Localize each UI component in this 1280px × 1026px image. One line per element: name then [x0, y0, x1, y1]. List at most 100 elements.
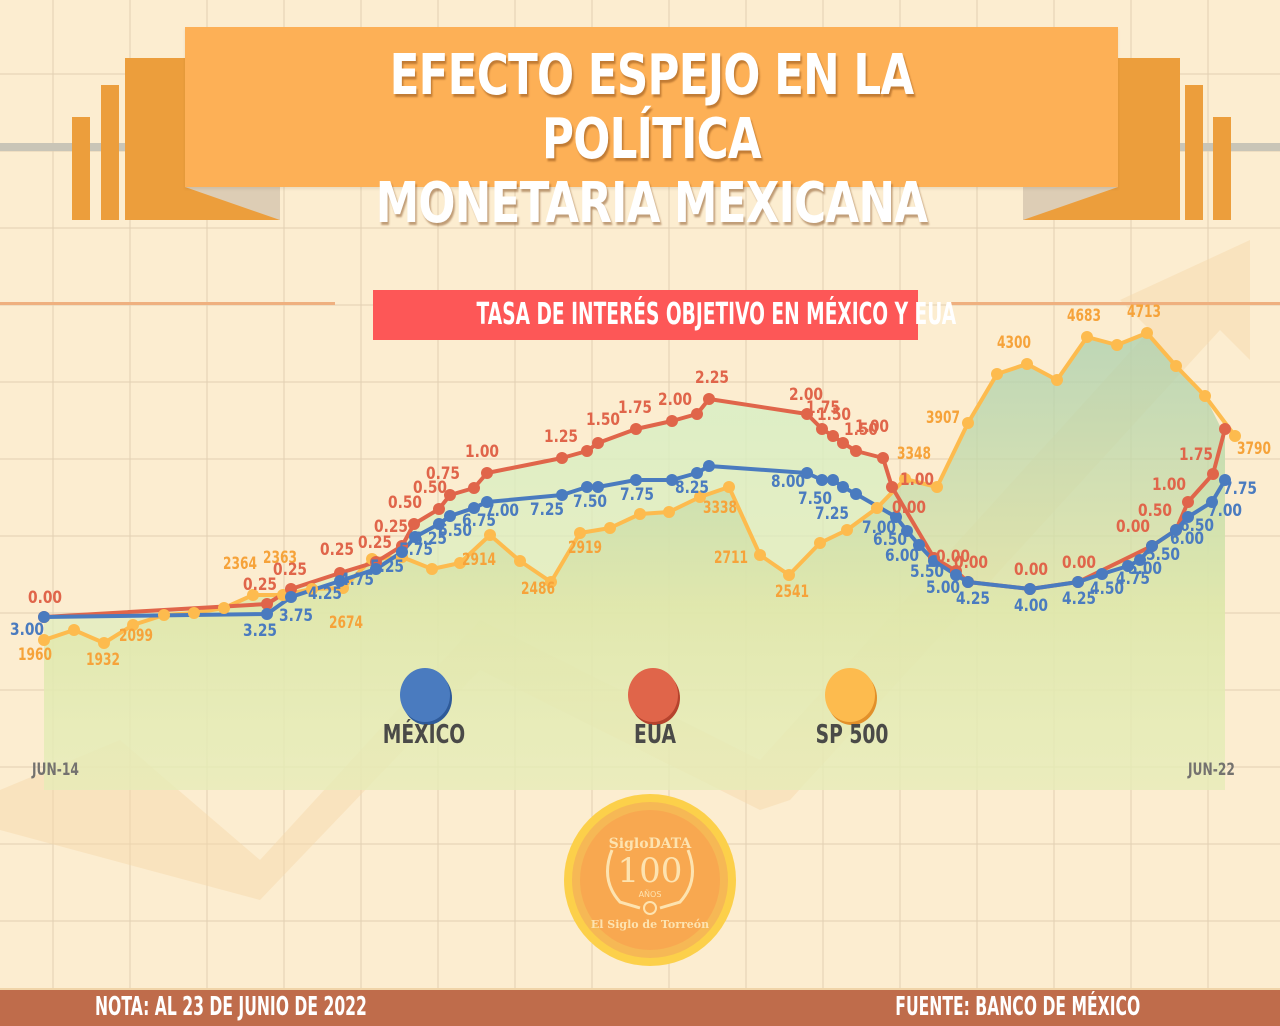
eua-data-label: 1.00 — [855, 417, 889, 437]
mexico-point — [1170, 524, 1182, 536]
sp500-data-label: 4300 — [997, 333, 1031, 353]
chart-labels: 1960 1932 2099 2364 2363 2674 2914 2486 2919 3338… — [10, 302, 1271, 670]
mexico-point — [433, 518, 445, 530]
eua-point — [630, 423, 642, 435]
sp500-data-label: 1960 — [18, 645, 52, 665]
sp500-point — [604, 522, 616, 534]
sp500-point — [899, 473, 911, 485]
decor-line-left — [0, 302, 335, 305]
mexico-point — [666, 474, 678, 486]
eua-point — [801, 408, 813, 420]
mexico-data-label: 8.00 — [771, 472, 805, 492]
mexico-data-label: 4.25 — [956, 589, 990, 609]
sp500-data-label: 1932 — [86, 650, 120, 670]
chart-points — [38, 327, 1241, 649]
legend-dot-mexico — [400, 668, 450, 722]
sp500-area — [44, 333, 1225, 790]
eua-data-label: 0.00 — [1014, 560, 1048, 580]
mexico-data-label: 7.75 — [620, 485, 654, 505]
eua-data-label: 0.00 — [28, 588, 62, 608]
sp500-point — [188, 607, 200, 619]
eua-data-label: 0.00 — [1062, 553, 1096, 573]
legend-label-mexico: MÉXICO — [382, 720, 466, 750]
mexico-point — [913, 539, 925, 551]
sp500-point — [68, 624, 80, 636]
mexico-point — [261, 608, 273, 620]
mexico-point — [703, 460, 715, 472]
eua-data-label: 1.50 — [817, 405, 851, 425]
sp500-point — [1021, 358, 1033, 370]
sp500-data-label: 2711 — [714, 548, 748, 568]
mexico-data-label: 6.50 — [873, 530, 907, 550]
eua-data-label: 0.50 — [388, 493, 422, 513]
eua-point — [877, 452, 889, 464]
mexico-point — [1072, 576, 1084, 588]
x-axis-start-label: JUN-14 — [32, 760, 79, 780]
footer-source: FUENTE: BANCO DE MÉXICO — [895, 992, 1140, 1022]
title-line-1: EFECTO ESPEJO EN LA POLÍTICA — [389, 43, 915, 172]
mexico-data-label: 4.75 — [340, 570, 374, 590]
mexico-data-label: 7.75 — [1223, 479, 1257, 499]
mexico-data-label: 3.25 — [243, 621, 277, 641]
sp500-point — [962, 417, 974, 429]
decor-bar-gray-left — [0, 143, 185, 151]
eua-point — [1207, 468, 1219, 480]
sp500-point — [931, 481, 943, 493]
mexico-data-label: 4.25 — [1062, 589, 1096, 609]
eua-data-label: 1.00 — [465, 442, 499, 462]
mexico-point — [1134, 554, 1146, 566]
mexico-point — [468, 502, 480, 514]
sp500-point — [1199, 390, 1211, 402]
x-axis-end-label: JUN-22 — [1188, 760, 1235, 780]
eua-point — [592, 437, 604, 449]
eua-data-label: 0.00 — [936, 547, 970, 567]
mexico-data-label: 6.50 — [438, 521, 472, 541]
mexico-point — [962, 576, 974, 588]
mexico-point — [1146, 540, 1158, 552]
ribbon-fold-right-dark — [1023, 187, 1118, 220]
sp500-point — [454, 557, 466, 569]
sp500-point — [158, 609, 170, 621]
sp500-data-label: 3907 — [926, 408, 960, 428]
logo-years: AÑOS — [639, 889, 662, 899]
mexico-point — [850, 488, 862, 500]
decor-bar-left-3 — [125, 58, 190, 220]
chart-title: TASA DE INTERÉS OBJETIVO EN MÉXICO Y EUA — [476, 297, 957, 332]
eua-point — [816, 423, 828, 435]
eua-data-label: 1.50 — [586, 410, 620, 430]
eua-data-label: 0.25 — [320, 540, 354, 560]
mexico-point — [481, 496, 493, 508]
sp500-point — [694, 491, 706, 503]
mexico-data-label: 7.50 — [798, 489, 832, 509]
page-title: EFECTO ESPEJO EN LA POLÍTICA MONETARIA M… — [288, 44, 1016, 236]
eua-point — [261, 598, 273, 610]
mexico-point — [928, 555, 940, 567]
mexico-data-label: 3.75 — [279, 606, 313, 626]
sp500-point — [484, 529, 496, 541]
sp500-point — [218, 602, 230, 614]
mexico-data-label: 4.75 — [1116, 569, 1150, 589]
decor-bar-left-1 — [72, 117, 90, 220]
mexico-data-label: 7.25 — [530, 500, 564, 520]
mexico-data-label: 6.00 — [1170, 529, 1204, 549]
legend-label-sp500: SP 500 — [815, 720, 889, 750]
title-line-2: MONETARIA MEXICANA — [375, 171, 928, 236]
sp500-point — [991, 368, 1003, 380]
eua-point — [666, 415, 678, 427]
decor-bar-left-2 — [101, 85, 119, 220]
mexico-data-label: 3.00 — [10, 620, 44, 640]
eua-data-label: 2.25 — [695, 368, 729, 388]
logo-wings-icon — [606, 849, 694, 910]
mexico-data-label: 5.75 — [399, 540, 433, 560]
sigло-data-logo: SigloDATA 100 AÑOS El Siglo de Torreón — [564, 794, 736, 966]
mexico-point — [691, 467, 703, 479]
sp500-point — [1170, 360, 1182, 372]
eua-data-label: 0.25 — [374, 517, 408, 537]
sp500-point — [98, 637, 110, 649]
eua-data-label: 0.50 — [413, 478, 447, 498]
sp500-point — [841, 524, 853, 536]
eua-point — [556, 452, 568, 464]
eua-data-label: 0.00 — [892, 498, 926, 518]
